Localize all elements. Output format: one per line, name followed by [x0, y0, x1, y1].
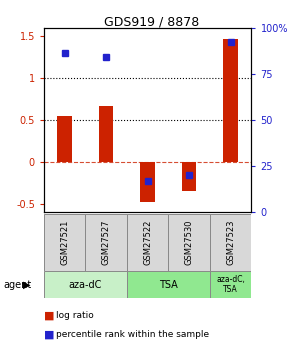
Text: ■: ■	[44, 311, 55, 321]
Text: log ratio: log ratio	[56, 311, 94, 320]
Text: GSM27523: GSM27523	[226, 220, 235, 265]
Bar	[99, 106, 113, 162]
Bar	[210, 214, 251, 271]
Bar	[44, 214, 85, 271]
Text: GSM27522: GSM27522	[143, 220, 152, 265]
Bar	[85, 214, 127, 271]
Text: GSM27521: GSM27521	[60, 220, 69, 265]
Text: agent: agent	[3, 280, 31, 289]
Text: percentile rank within the sample: percentile rank within the sample	[56, 330, 209, 339]
Bar	[127, 271, 210, 298]
Bar	[141, 162, 155, 202]
Bar	[127, 214, 168, 271]
Text: aza-dC,
TSA: aza-dC, TSA	[216, 275, 245, 294]
Text: GSM27530: GSM27530	[185, 220, 194, 265]
Text: ▶: ▶	[23, 280, 30, 289]
Text: ■: ■	[44, 330, 55, 339]
Bar	[44, 271, 127, 298]
Bar	[224, 39, 238, 162]
Text: TSA: TSA	[159, 280, 178, 289]
Bar	[210, 271, 251, 298]
Text: GDS919 / 8878: GDS919 / 8878	[104, 16, 199, 29]
Bar	[58, 116, 72, 162]
Text: aza-dC: aza-dC	[69, 280, 102, 289]
Bar	[168, 214, 210, 271]
Bar	[182, 162, 196, 191]
Text: GSM27527: GSM27527	[102, 220, 111, 265]
